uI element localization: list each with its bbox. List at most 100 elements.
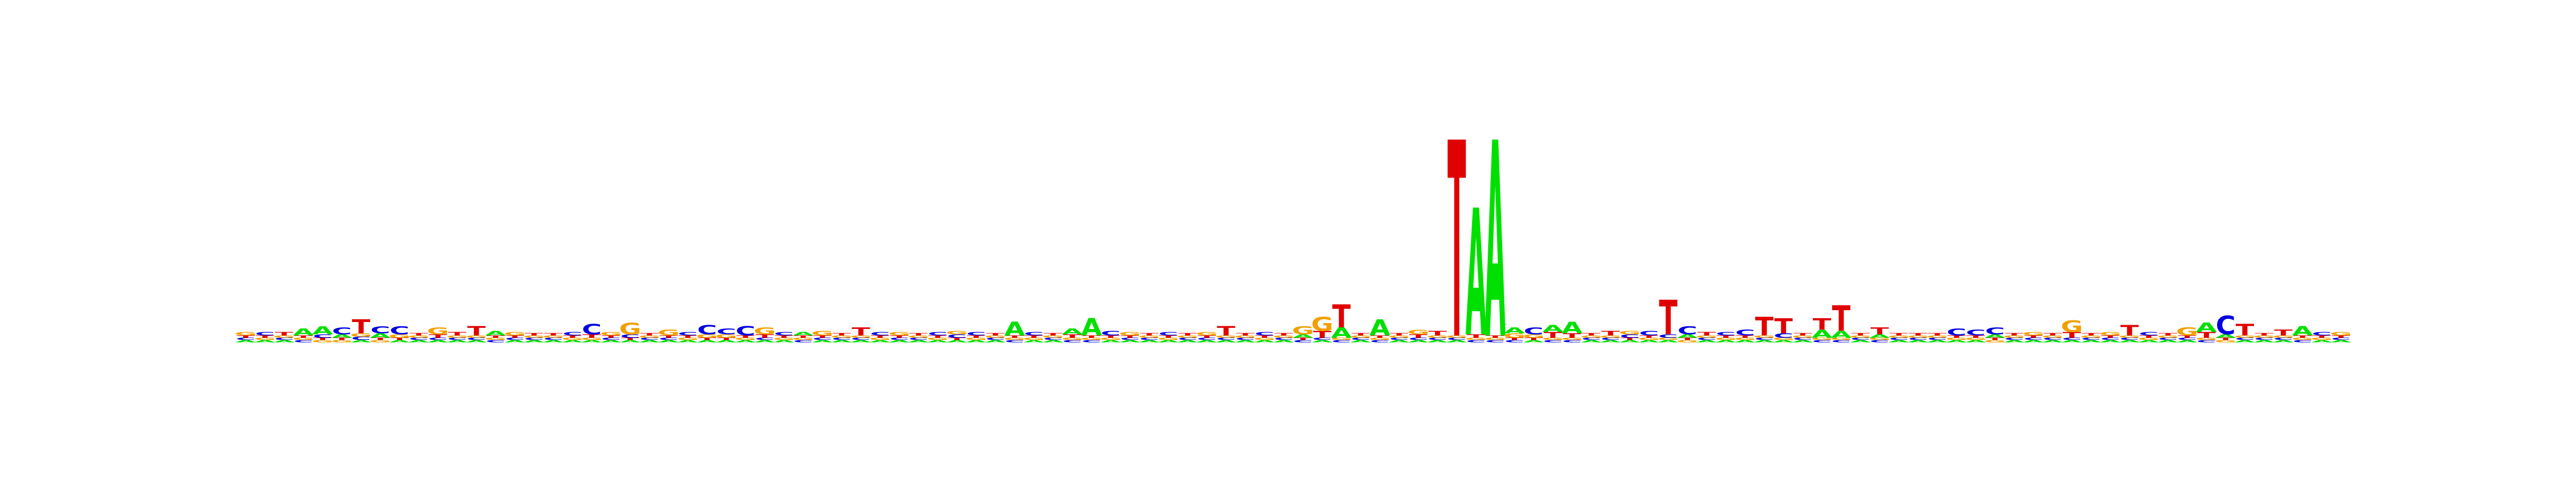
logo-letter-g: G: [1695, 335, 1718, 339]
logo-letter-c: C: [601, 337, 621, 341]
logo-letter-g: G: [1753, 335, 1776, 339]
logo-letter-c: C: [1889, 337, 1909, 341]
logo-letter-c: C: [1850, 337, 1870, 341]
logo-letter-c: C: [236, 337, 255, 341]
logo-letter-t: T: [717, 337, 736, 341]
logo-letter-c: C: [1831, 340, 1851, 343]
logo-letter-g: G: [927, 337, 949, 341]
logo-letter-a: A: [2119, 340, 2140, 343]
logo-letter-c: C: [255, 331, 275, 336]
logo-letter-t: T: [275, 331, 294, 336]
logo-letter-c: C: [1543, 340, 1563, 343]
logo-letter-c: C: [1678, 324, 1697, 337]
logo-letter-t: T: [390, 337, 409, 341]
logo-letter-g: G: [677, 337, 699, 341]
logo-letter-g: G: [1811, 337, 1833, 341]
logo-letter-a: A: [2292, 324, 2314, 339]
logo-letter-a: A: [1177, 340, 1198, 343]
logo-letter-t: T: [1755, 312, 1774, 342]
logo-letter-g: G: [2118, 335, 2141, 339]
logo-letter-c: C: [2197, 340, 2216, 343]
logo-letter-a: A: [754, 340, 775, 343]
logo-letter-a: A: [1677, 333, 1698, 339]
logo-letter-c: C: [1466, 340, 1486, 343]
logo-letter-t: T: [1736, 335, 1754, 339]
logo-letter-g: G: [292, 337, 315, 341]
logo-letter-t: T: [2236, 321, 2255, 339]
logo-letter-t: T: [1774, 314, 1793, 338]
logo-letter-a: A: [2215, 333, 2236, 339]
logo-letter-t: T: [736, 335, 755, 339]
logo-letter-c: C: [1331, 340, 1351, 343]
logo-letter-a: A: [1158, 340, 1179, 343]
logo-letter-t: T: [1717, 335, 1736, 339]
logo-letter-c: C: [428, 337, 448, 341]
logo-letter-c: C: [2312, 331, 2332, 336]
logo-letter-t: T: [678, 335, 697, 339]
logo-letter-t: T: [1236, 333, 1255, 336]
logo-letter-t: T: [909, 333, 928, 336]
logo-letter-t: T: [1428, 330, 1446, 337]
logo-letter-g: G: [2311, 337, 2333, 341]
logo-letter-t: T: [1659, 290, 1677, 346]
logo-letter-g: G: [1638, 337, 1660, 341]
logo-letter-a: A: [601, 340, 621, 343]
logo-letter-c: C: [755, 337, 774, 341]
logo-letter-a: A: [428, 340, 449, 343]
logo-letter-a: A: [1965, 340, 1986, 343]
logo-letter-g: G: [1176, 335, 1199, 339]
logo-letter-c: C: [2273, 337, 2293, 341]
logo-letter-t: T: [986, 333, 1005, 336]
logo-letter-a: A: [812, 340, 833, 343]
logo-letter-a: A: [851, 340, 872, 343]
logo-letter-c: C: [1120, 337, 1140, 341]
logo-letter-g: G: [504, 331, 526, 336]
logo-letter-c: C: [2254, 337, 2274, 341]
logo-letter-a: A: [370, 332, 391, 339]
logo-letter-c: C: [870, 331, 890, 336]
logo-letter-c: C: [2004, 337, 2024, 341]
logo-letter-t: T: [1063, 333, 1082, 339]
logo-letter-c: C: [294, 340, 313, 343]
logo-letter-t: T: [1813, 315, 1832, 333]
logo-letter-g: G: [1965, 337, 1987, 341]
logo-letter-c: C: [409, 337, 429, 341]
logo-letter-t: T: [640, 333, 659, 336]
logo-letter-g: G: [542, 335, 565, 339]
logo-letter-a: A: [1754, 340, 1775, 343]
logo-letter-a: A: [1427, 340, 1448, 343]
logo-letter-c: C: [1063, 340, 1082, 343]
logo-letter-g: G: [869, 337, 891, 341]
logo-letter-t: T: [1217, 324, 1235, 339]
logo-letter-a: A: [889, 340, 910, 343]
logo-letter-a: A: [2157, 340, 2178, 343]
logo-letter-t: T: [1621, 337, 1640, 341]
logo-letter-t: T: [1005, 335, 1024, 339]
logo-letter-c: C: [1177, 337, 1197, 341]
logo-letter-a: A: [312, 324, 333, 337]
logo-letter-g: G: [600, 331, 623, 336]
logo-letter-c: C: [1582, 337, 1601, 341]
logo-letter-c: C: [1658, 333, 1678, 339]
logo-letter-g: G: [446, 335, 469, 339]
